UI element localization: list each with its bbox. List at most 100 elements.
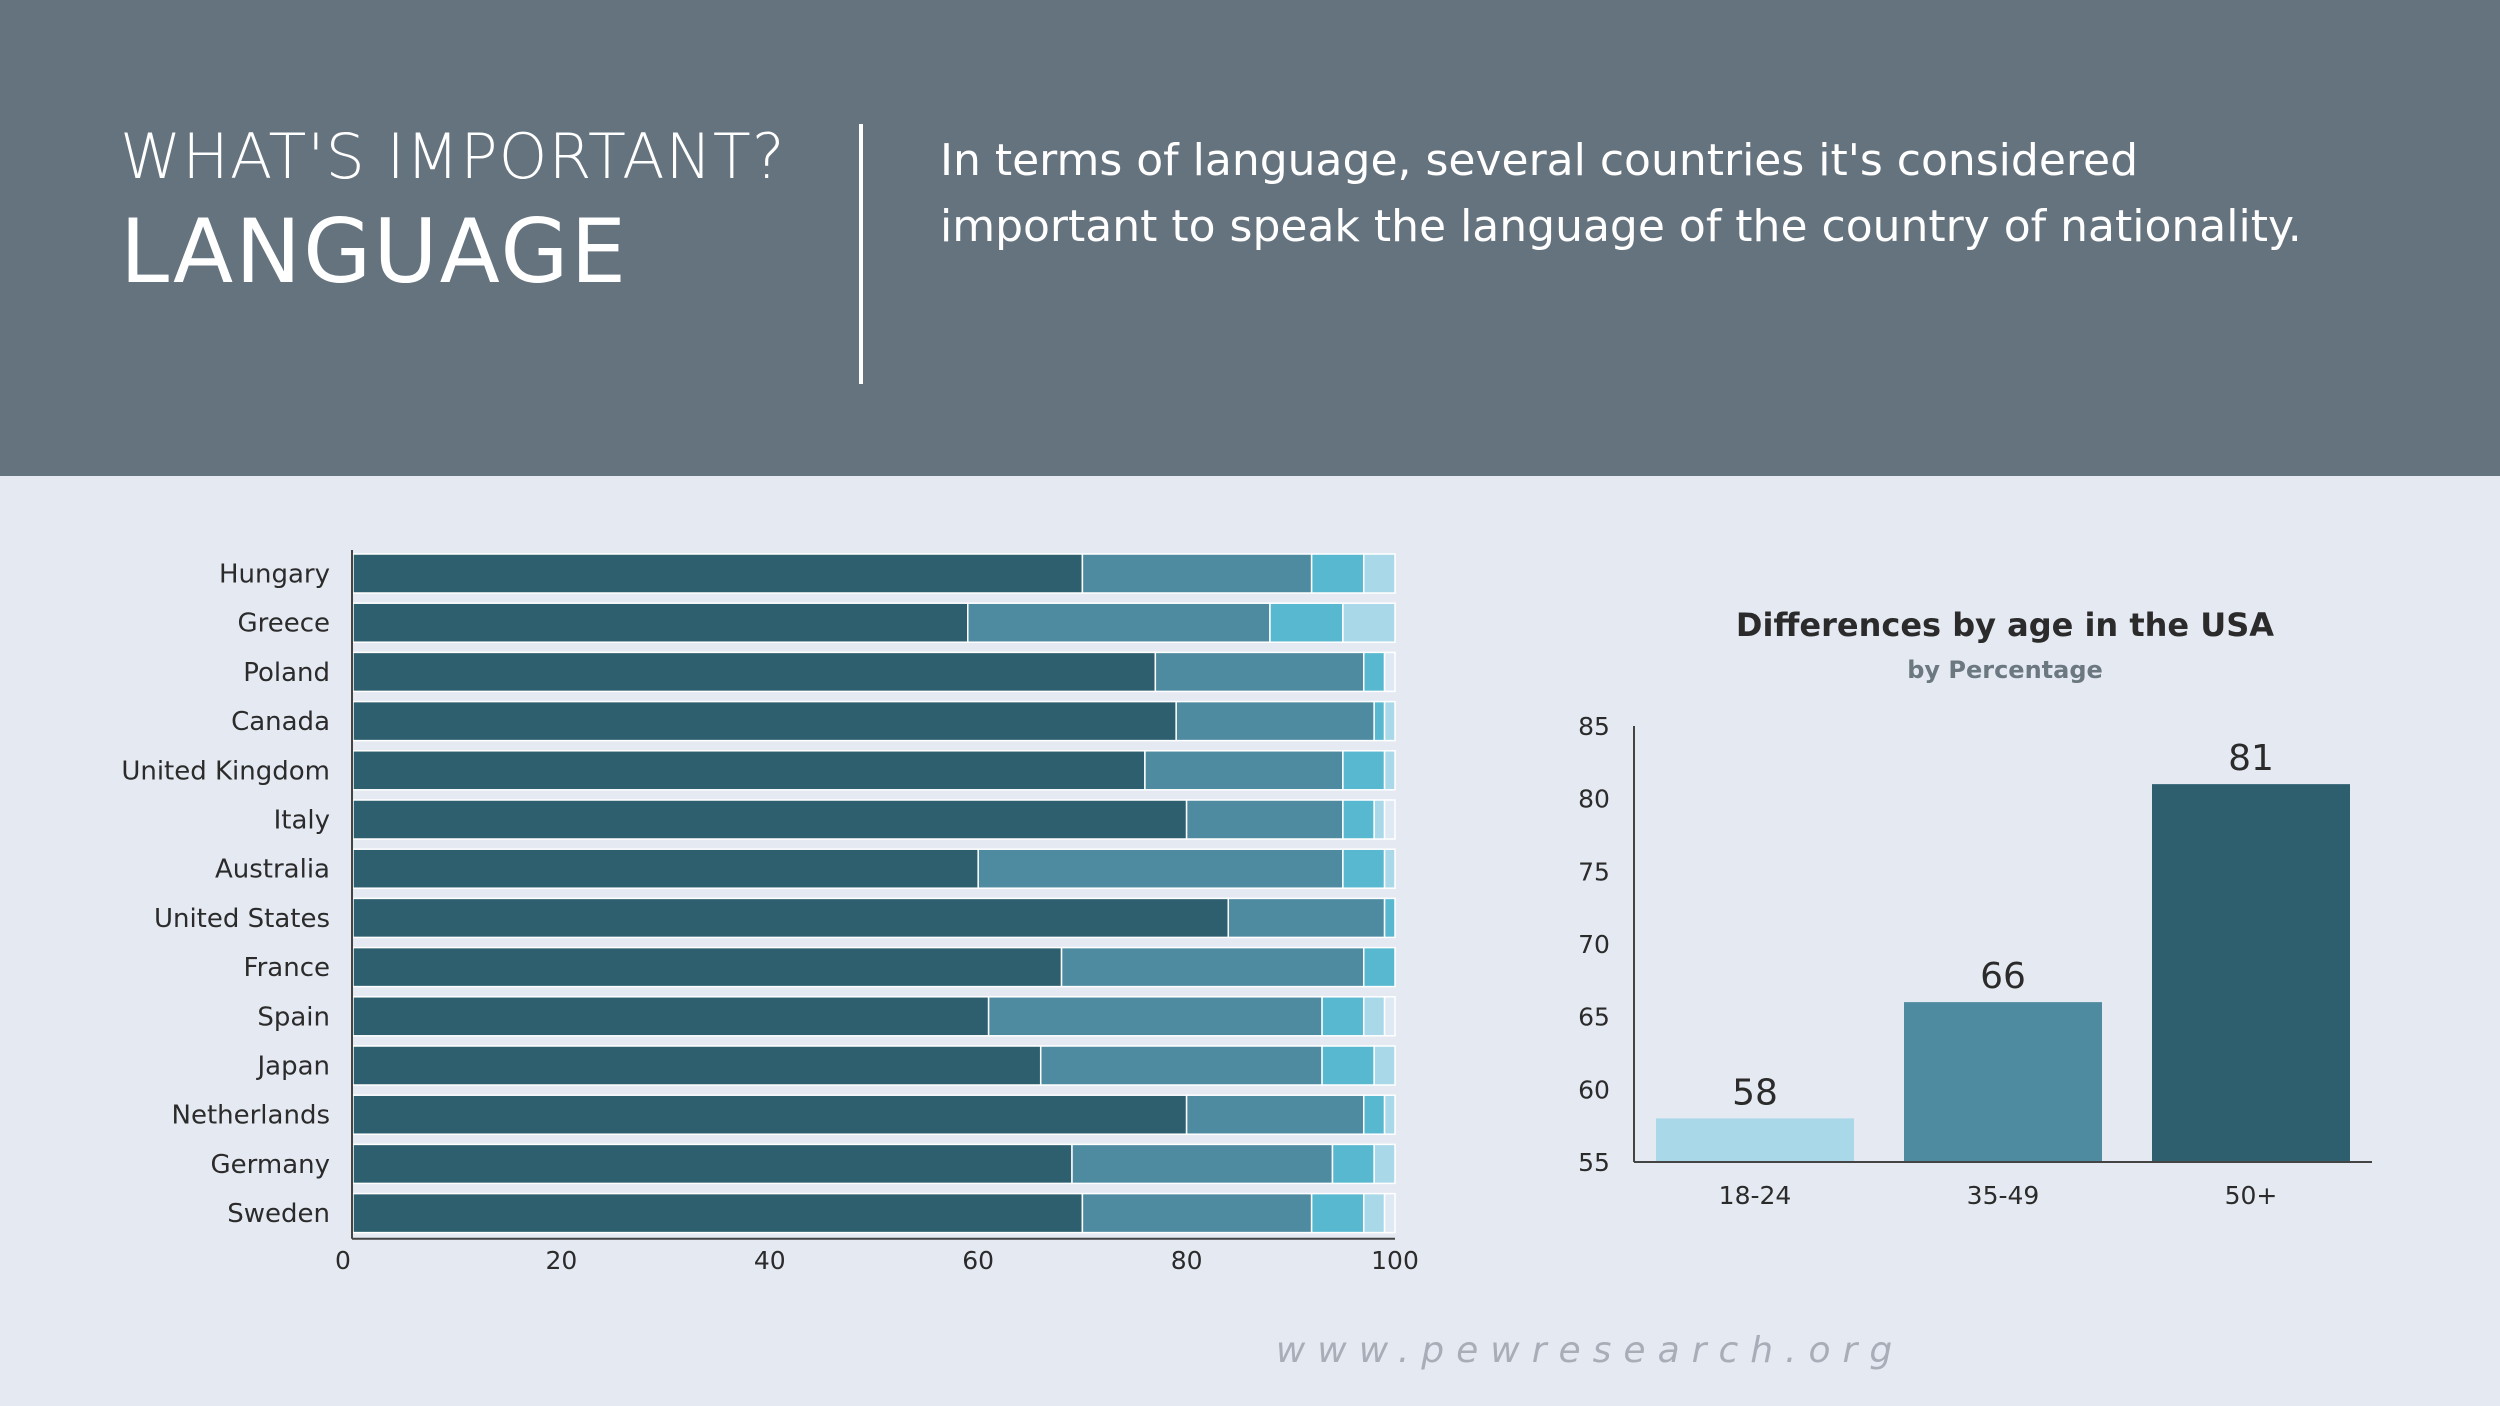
bar-segment [1185, 799, 1344, 840]
bar-segment [1383, 1192, 1396, 1234]
y-tick-label: 55 [1578, 1148, 1610, 1177]
age-bar [2152, 784, 2350, 1162]
bar-segment [1039, 1045, 1323, 1086]
category-label: Netherlands [172, 1101, 331, 1131]
category-label: 18-24 [1719, 1181, 1792, 1210]
category-label: France [244, 953, 330, 983]
bar-segment [1342, 750, 1386, 791]
bar-segment [1373, 799, 1386, 840]
category-label: United States [154, 904, 330, 934]
bar-segment [1362, 996, 1386, 1037]
chart-title: Differences by age in the USA [1736, 606, 2274, 644]
x-tick-label: 40 [754, 1246, 786, 1275]
bar-segment [1342, 799, 1375, 840]
bar-segment [1081, 553, 1313, 594]
category-label: Italy [274, 806, 330, 836]
category-label: Spain [257, 1002, 330, 1032]
bar-segment [352, 897, 1230, 939]
bar-segment [1383, 897, 1396, 939]
category-label: Canada [231, 707, 330, 737]
bar-segment [1071, 1143, 1334, 1185]
bar-segment [1373, 1143, 1396, 1185]
category-label: Poland [243, 658, 330, 688]
bar-segment [1383, 996, 1396, 1037]
bar-segment [1185, 1094, 1365, 1135]
bar-segment [1362, 1094, 1386, 1135]
bar-segment [1383, 651, 1396, 693]
category-label: Germany [210, 1150, 330, 1180]
category-label: Hungary [219, 560, 330, 590]
bar-segment [1373, 1045, 1396, 1086]
x-tick-label: 20 [545, 1246, 577, 1275]
category-label: Australia [215, 855, 330, 885]
bar-segment [977, 848, 1344, 889]
bar-segment [1321, 996, 1365, 1037]
bar-segment [1383, 799, 1396, 840]
chart-subtitle: by Percentage [1907, 656, 2103, 684]
bar-segment [352, 700, 1177, 742]
bar-segment [1227, 897, 1386, 939]
category-label: Japan [255, 1052, 330, 1082]
header-banner: WHAT'S IMPORTANT? LANGUAGE In terms of l… [0, 0, 2500, 476]
bar-segment [987, 996, 1323, 1037]
category-label: Sweden [227, 1199, 330, 1229]
y-tick-label: 80 [1578, 785, 1610, 814]
bar-segment [1383, 848, 1396, 889]
bar-segment [1060, 946, 1365, 988]
bar-segment [1383, 1094, 1396, 1135]
bar-segment [1081, 1192, 1313, 1234]
age-bar [1904, 1002, 2102, 1162]
bar-segment [352, 848, 979, 889]
bar-segment [352, 1094, 1188, 1135]
bar-segment [352, 1143, 1073, 1185]
data-label: 66 [1980, 956, 2026, 997]
bar-segment [1269, 602, 1344, 643]
bar-segment [352, 651, 1157, 693]
age-bar-chart: Differences by age in the USA by Percenta… [1578, 606, 2372, 1210]
bar-segment [352, 553, 1084, 594]
x-tick-label: 0 [335, 1246, 351, 1275]
bar-segment [352, 602, 969, 643]
bar-segment [352, 996, 990, 1037]
bar-segment [1362, 946, 1396, 988]
bar-segment [352, 750, 1146, 791]
page-title: LANGUAGE [120, 200, 629, 303]
bar-segment [1362, 1192, 1386, 1234]
bar-segment [1373, 700, 1386, 742]
kicker-text: WHAT'S IMPORTANT? [120, 120, 786, 193]
bar-segment [1310, 553, 1365, 594]
category-label: 35-49 [1967, 1181, 2040, 1210]
category-label: United Kingdom [121, 756, 330, 786]
y-tick-label: 60 [1578, 1075, 1610, 1104]
header-description: In terms of language, several countries … [940, 135, 2302, 252]
footer-url-text: www.pewresearch.org [1275, 1330, 1905, 1371]
data-label: 81 [2228, 738, 2274, 779]
bar-segment [352, 946, 1063, 988]
y-tick-label: 70 [1578, 930, 1610, 959]
age-bar [1656, 1118, 1854, 1162]
bar-segment [352, 1045, 1042, 1086]
bar-segment [1362, 553, 1396, 594]
bar-segment [1310, 1192, 1365, 1234]
bar-segment [1321, 1045, 1375, 1086]
bar-segment [1362, 651, 1386, 693]
header-divider [859, 124, 863, 384]
data-label: 58 [1732, 1072, 1778, 1113]
bar-segment [1383, 750, 1396, 791]
bar-segment [352, 1192, 1084, 1234]
footer-url: www.pewresearch.org [0, 1330, 2360, 1371]
bar-segment [1383, 700, 1396, 742]
x-tick-label: 100 [1371, 1246, 1419, 1275]
bar-segment [1331, 1143, 1375, 1185]
x-tick-label: 80 [1171, 1246, 1203, 1275]
bar-segment [1342, 848, 1386, 889]
x-tick-label: 60 [962, 1246, 994, 1275]
bar-segment [352, 799, 1188, 840]
bar-segment [1154, 651, 1365, 693]
y-tick-label: 85 [1578, 712, 1610, 741]
y-tick-label: 65 [1578, 1003, 1610, 1032]
bar-segment [1144, 750, 1344, 791]
bar-segment [967, 602, 1271, 643]
bar-segment [1342, 602, 1396, 643]
stacked-bar-chart: Hungary Greece Poland Canada United Kingdom I… [121, 550, 1419, 1275]
